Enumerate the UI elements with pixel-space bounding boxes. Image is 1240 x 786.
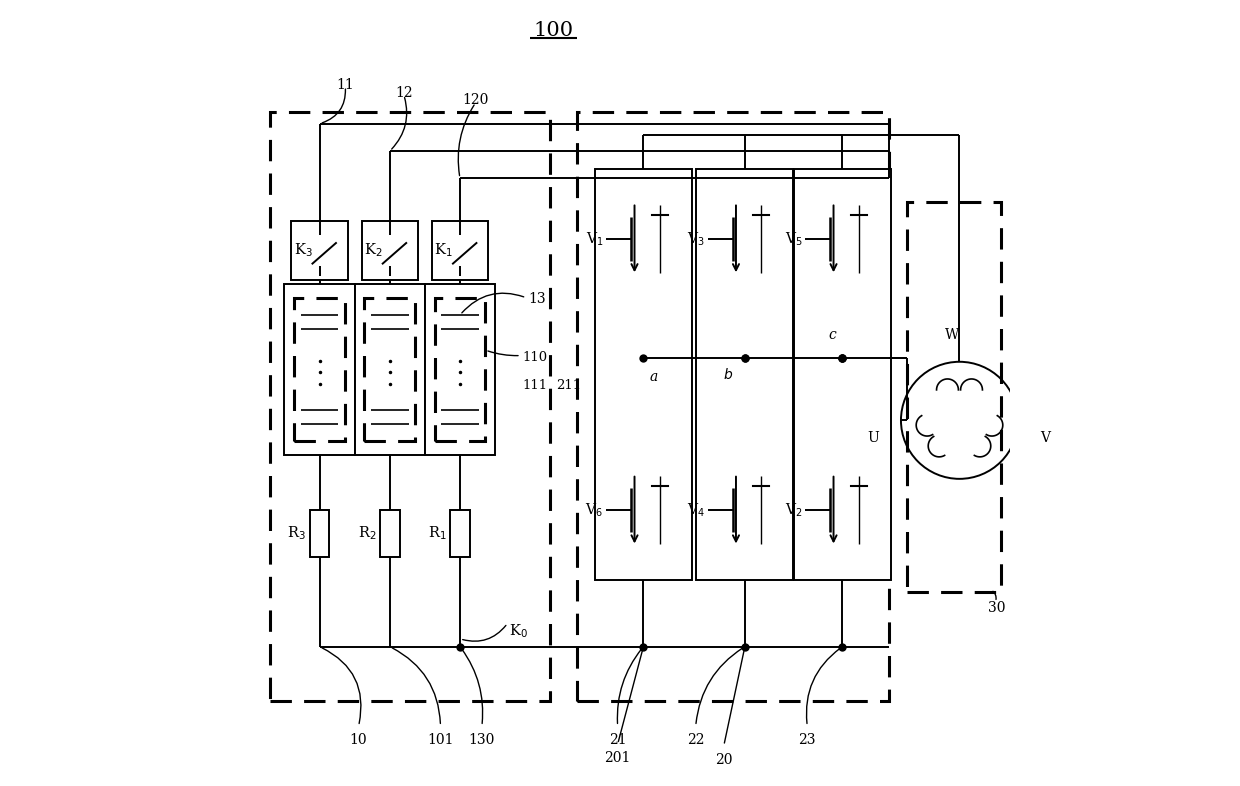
Text: 20: 20 xyxy=(715,753,733,767)
Bar xyxy=(794,169,890,580)
Bar xyxy=(379,510,399,557)
Bar xyxy=(908,202,1001,592)
Bar xyxy=(284,284,355,455)
Text: V$_3$: V$_3$ xyxy=(687,230,704,248)
Bar xyxy=(805,178,879,299)
Text: $b$: $b$ xyxy=(723,367,733,382)
Text: 12: 12 xyxy=(396,86,413,100)
Bar xyxy=(291,222,347,280)
Text: 13: 13 xyxy=(528,292,547,307)
Text: V: V xyxy=(1040,431,1050,445)
Text: K$_2$: K$_2$ xyxy=(365,242,382,259)
Text: 111: 111 xyxy=(522,379,548,391)
Text: V$_1$: V$_1$ xyxy=(585,230,603,248)
Text: 110: 110 xyxy=(522,351,548,365)
Text: V$_2$: V$_2$ xyxy=(785,501,802,519)
Text: c: c xyxy=(828,329,836,342)
Text: 10: 10 xyxy=(350,733,367,747)
Bar xyxy=(450,510,470,557)
Text: K$_3$: K$_3$ xyxy=(294,242,312,259)
Text: R$_3$: R$_3$ xyxy=(288,524,306,542)
Bar xyxy=(805,450,879,571)
Bar xyxy=(708,178,782,299)
Text: R$_2$: R$_2$ xyxy=(357,524,376,542)
Bar xyxy=(432,222,489,280)
Bar xyxy=(606,450,681,571)
Text: 11: 11 xyxy=(336,78,355,92)
Text: 211: 211 xyxy=(556,379,582,391)
Text: 23: 23 xyxy=(799,733,816,747)
Text: 21: 21 xyxy=(609,733,626,747)
Text: V$_6$: V$_6$ xyxy=(585,501,603,519)
Bar xyxy=(595,169,692,580)
Text: a: a xyxy=(650,369,658,384)
Bar xyxy=(270,112,549,701)
Text: 101: 101 xyxy=(428,733,454,747)
Bar xyxy=(435,298,485,442)
Text: K$_1$: K$_1$ xyxy=(434,242,453,259)
Bar xyxy=(708,450,782,571)
Text: 201: 201 xyxy=(604,751,631,766)
Text: 120: 120 xyxy=(463,94,489,108)
Bar xyxy=(697,169,794,580)
Bar xyxy=(577,112,889,701)
Bar xyxy=(294,298,345,442)
Text: W: W xyxy=(945,329,959,342)
Text: 130: 130 xyxy=(469,733,495,747)
Text: V$_4$: V$_4$ xyxy=(687,501,704,519)
Bar xyxy=(310,510,330,557)
Text: R$_1$: R$_1$ xyxy=(428,524,446,542)
Bar xyxy=(425,284,495,455)
Bar xyxy=(355,284,425,455)
Text: K$_0$: K$_0$ xyxy=(510,623,528,640)
Bar xyxy=(362,222,418,280)
Bar xyxy=(606,178,681,299)
Text: 22: 22 xyxy=(687,733,704,747)
Text: V$_5$: V$_5$ xyxy=(785,230,802,248)
Text: 30: 30 xyxy=(988,601,1006,615)
Text: 100: 100 xyxy=(533,20,574,39)
Bar xyxy=(365,298,415,442)
Text: U: U xyxy=(867,431,879,445)
